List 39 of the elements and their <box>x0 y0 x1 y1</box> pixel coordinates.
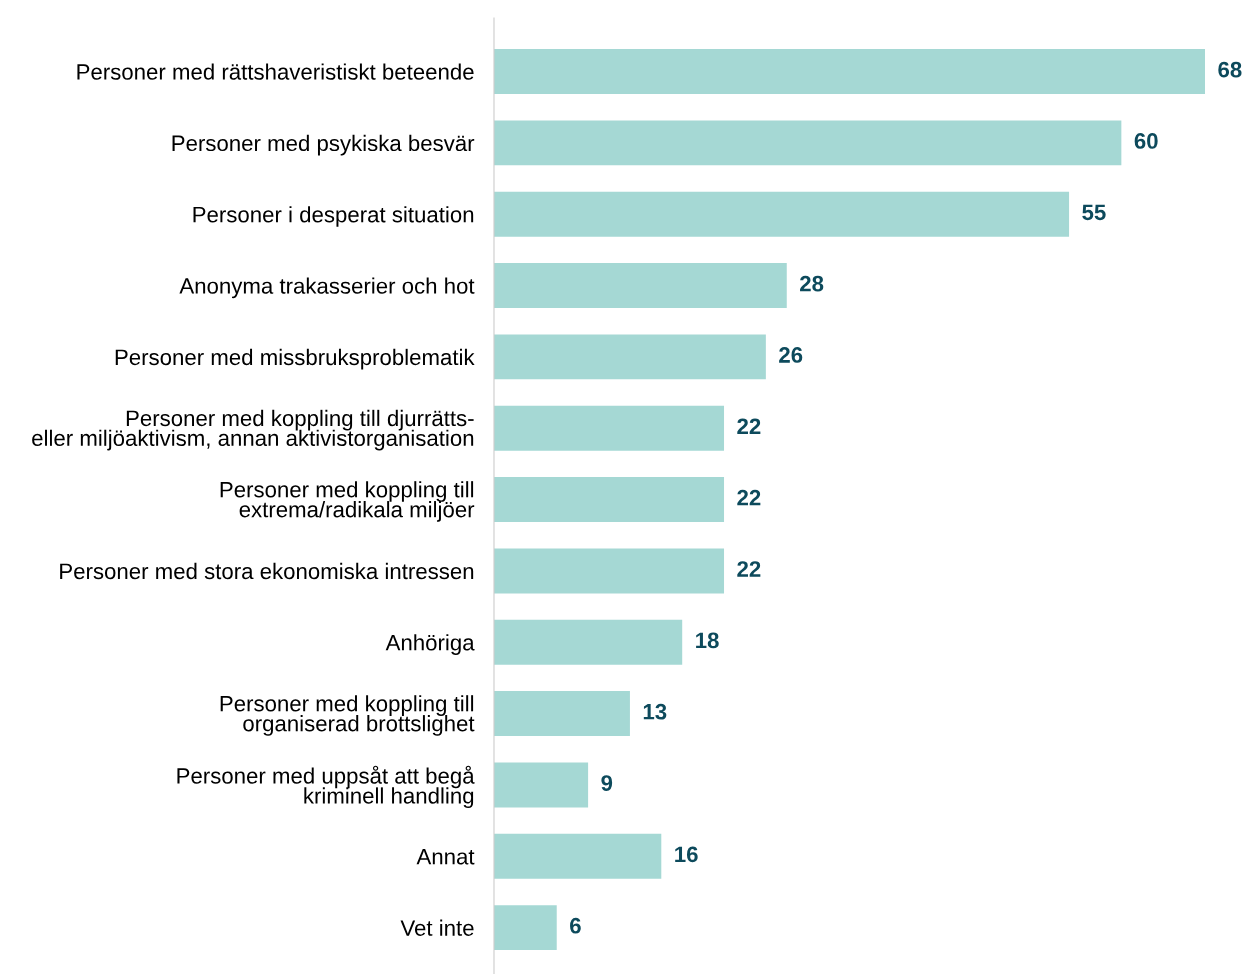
bar <box>494 691 630 737</box>
bar <box>494 263 787 309</box>
y-tick-label: Personer med uppsåt att begå kriminell handling <box>177 765 475 809</box>
bar <box>494 833 662 879</box>
y-tick-label: Personer med koppling till djurrätts- eller miljöaktivism, annan aktivistorganisation <box>32 409 474 451</box>
data-label: 13 <box>643 703 667 720</box>
data-label: 68 <box>1218 61 1242 78</box>
y-tick-label: Personer med psykiska besvär <box>172 134 475 156</box>
y-tick-label: Anhöriga <box>385 634 475 655</box>
y-tick-label: Personer med rättshaveristiskt beteende <box>77 63 474 80</box>
data-label: 9 <box>601 775 613 791</box>
bar <box>494 548 725 594</box>
data-label: 22 <box>737 418 761 434</box>
y-tick-label: Personer med koppling till extrema/radikala miljöer <box>220 481 475 522</box>
bar <box>494 405 725 451</box>
bar <box>494 49 1205 94</box>
data-label: 16 <box>675 846 698 863</box>
data-label: 22 <box>737 489 761 506</box>
y-tick-label: Personer med stora ekonomiska intressen <box>60 562 474 580</box>
bar <box>494 905 557 951</box>
bar <box>494 191 1070 237</box>
y-tick-label: Anonyma trakasserier och hot <box>179 277 475 299</box>
data-label: 6 <box>570 917 581 934</box>
bar <box>494 477 725 523</box>
bar <box>494 619 683 665</box>
data-label: 28 <box>800 275 824 292</box>
data-label: 22 <box>737 561 761 577</box>
data-label: 60 <box>1134 133 1158 149</box>
y-tick-label: Personer i desperat situation <box>193 206 474 227</box>
data-label: 26 <box>779 347 803 363</box>
bar <box>494 120 1122 166</box>
y-tick-label: Vet inte <box>400 919 474 936</box>
bar <box>494 334 766 380</box>
bar <box>494 762 589 808</box>
y-tick-label: Personer med koppling till organiserad brottslighet <box>220 695 475 736</box>
data-label: 18 <box>696 632 719 649</box>
data-label: 55 <box>1082 204 1106 221</box>
y-tick-label: Annat <box>416 849 475 865</box>
y-tick-label: Personer med missbruksproblematik <box>115 348 475 370</box>
